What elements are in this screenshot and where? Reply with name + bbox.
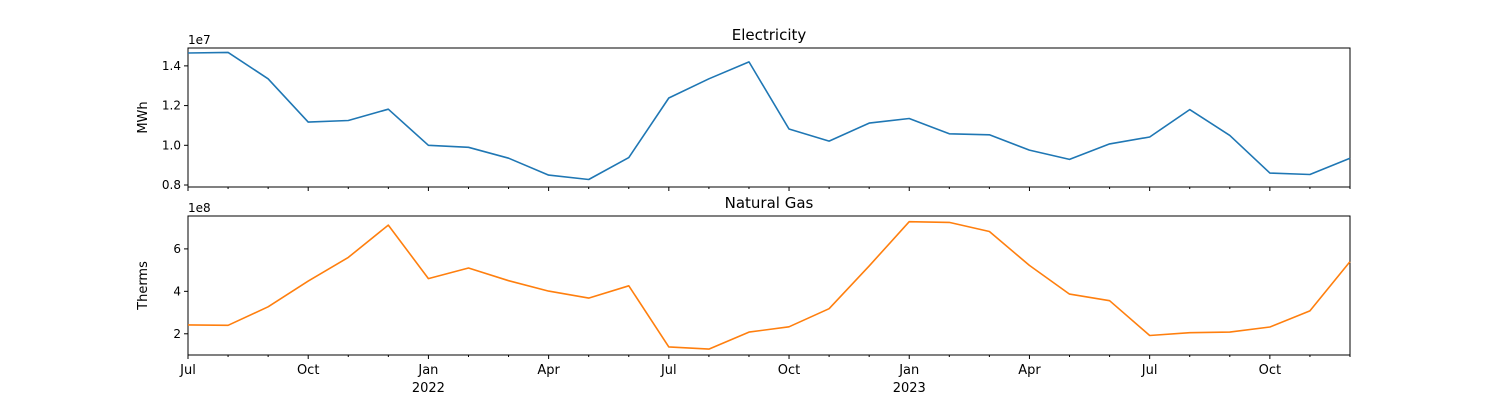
- y-tick-label: 4: [173, 284, 181, 298]
- axis-offset-label: 1e7: [188, 33, 211, 47]
- plot-frame: [187, 47, 1351, 188]
- x-tick-label: Apr: [1018, 363, 1041, 378]
- series-line: [187, 51, 1351, 181]
- x-tick-label: Jul: [660, 363, 677, 378]
- x-tick-label: Jan: [898, 363, 919, 378]
- y-tick-label: 1.4: [162, 59, 181, 73]
- x-tick-label: Apr: [537, 363, 560, 378]
- x-tick-label: Oct: [297, 363, 319, 378]
- x-tick-label: Oct: [1259, 363, 1281, 378]
- series-line: [187, 220, 1351, 350]
- y-tick-label: 1.2: [162, 99, 181, 113]
- chart-title: Electricity: [732, 26, 807, 44]
- chart-title: Natural Gas: [725, 194, 814, 212]
- y-tick-label: 6: [173, 242, 181, 256]
- y-tick-label: 2: [173, 327, 181, 341]
- x-tick-label: Jan: [417, 363, 438, 378]
- y-axis-label: Therms: [136, 261, 151, 311]
- plot-frame: [187, 215, 1351, 356]
- x-tick-label: Jul: [179, 363, 196, 378]
- y-tick-label: 1.0: [162, 138, 181, 152]
- y-axis-label: MWh: [136, 101, 151, 133]
- x-tick-label: Oct: [778, 363, 800, 378]
- axis-offset-label: 1e8: [188, 201, 211, 215]
- x-tick-label: Jul: [1141, 363, 1158, 378]
- x-year-label: 2022: [412, 381, 445, 396]
- y-tick-label: 0.8: [162, 178, 181, 192]
- x-year-label: 2023: [893, 381, 926, 396]
